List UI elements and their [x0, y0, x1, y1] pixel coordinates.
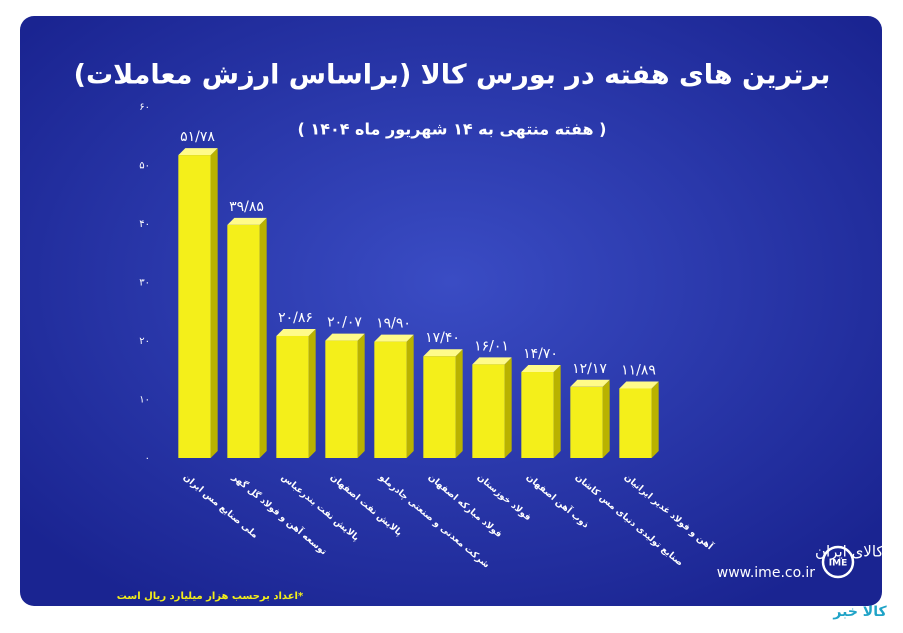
y-tick-label: ۱۰	[139, 395, 150, 406]
bar-top	[227, 217, 267, 225]
logo-icon	[821, 545, 855, 579]
bar-top	[178, 148, 218, 156]
bar	[276, 335, 309, 458]
logo-name: بورس کالای ایران	[815, 543, 903, 561]
bar-top	[570, 379, 610, 387]
bar-top	[619, 381, 659, 389]
bar	[423, 356, 456, 458]
logo-url: www.ime.co.ir	[717, 565, 815, 581]
bar	[325, 340, 358, 458]
bar	[619, 388, 652, 458]
bar-side	[259, 217, 267, 458]
bar-side	[553, 365, 561, 458]
panel	[20, 16, 882, 606]
value-label: ۱۹/۹۰	[376, 316, 411, 332]
bar	[178, 155, 211, 458]
bar-top	[472, 357, 512, 365]
bar-side	[455, 349, 463, 458]
bar-top	[276, 328, 316, 336]
bar-side	[357, 333, 365, 458]
value-label: ۲۰/۸۶	[278, 310, 313, 326]
value-label: ۱۴/۷۰	[523, 346, 558, 362]
y-tick-label: ۳۰	[139, 278, 150, 289]
bar-side	[406, 334, 414, 458]
chart-subtitle: ( هفته منتهی به ۱۴ شهریور ماه ۱۴۰۴ )	[298, 120, 607, 139]
bar-side	[504, 357, 512, 458]
bar	[570, 386, 603, 458]
bar-side	[651, 381, 659, 458]
bar-top	[423, 349, 463, 357]
bar-top	[521, 365, 561, 373]
bar-side	[210, 148, 218, 458]
bar-side	[602, 379, 610, 458]
value-label: ۳۹/۸۵	[229, 199, 264, 215]
bar	[521, 372, 554, 458]
y-tick-label: ۴۰	[139, 219, 150, 230]
bar	[227, 224, 260, 458]
value-label: ۱۷/۴۰	[425, 330, 460, 346]
watermark: کالا خبر	[832, 604, 887, 620]
y-tick-label: ۶۰	[139, 102, 150, 113]
bar-side	[308, 328, 316, 458]
y-tick-label: ۰	[145, 453, 150, 464]
value-label: ۱۱/۸۹	[621, 362, 656, 378]
logo-icon-text: IME	[829, 559, 847, 569]
bar	[374, 341, 407, 458]
value-label: ۱۲/۱۷	[572, 361, 607, 377]
y-tick-label: ۲۰	[139, 336, 150, 347]
value-label: ۵۱/۷۸	[180, 129, 215, 145]
footnote: *اعداد برحسب هزار میلیارد ریال است	[117, 591, 304, 602]
bar-top	[325, 333, 365, 341]
chart-title: برترین های هفته در بورس کالا (براساس ارز…	[74, 60, 831, 91]
value-label: ۲۰/۰۷	[327, 315, 362, 331]
bar	[472, 364, 505, 458]
value-label: ۱۶/۰۱	[474, 338, 509, 354]
y-tick-label: ۵۰	[139, 161, 150, 172]
bar-top	[374, 334, 414, 342]
